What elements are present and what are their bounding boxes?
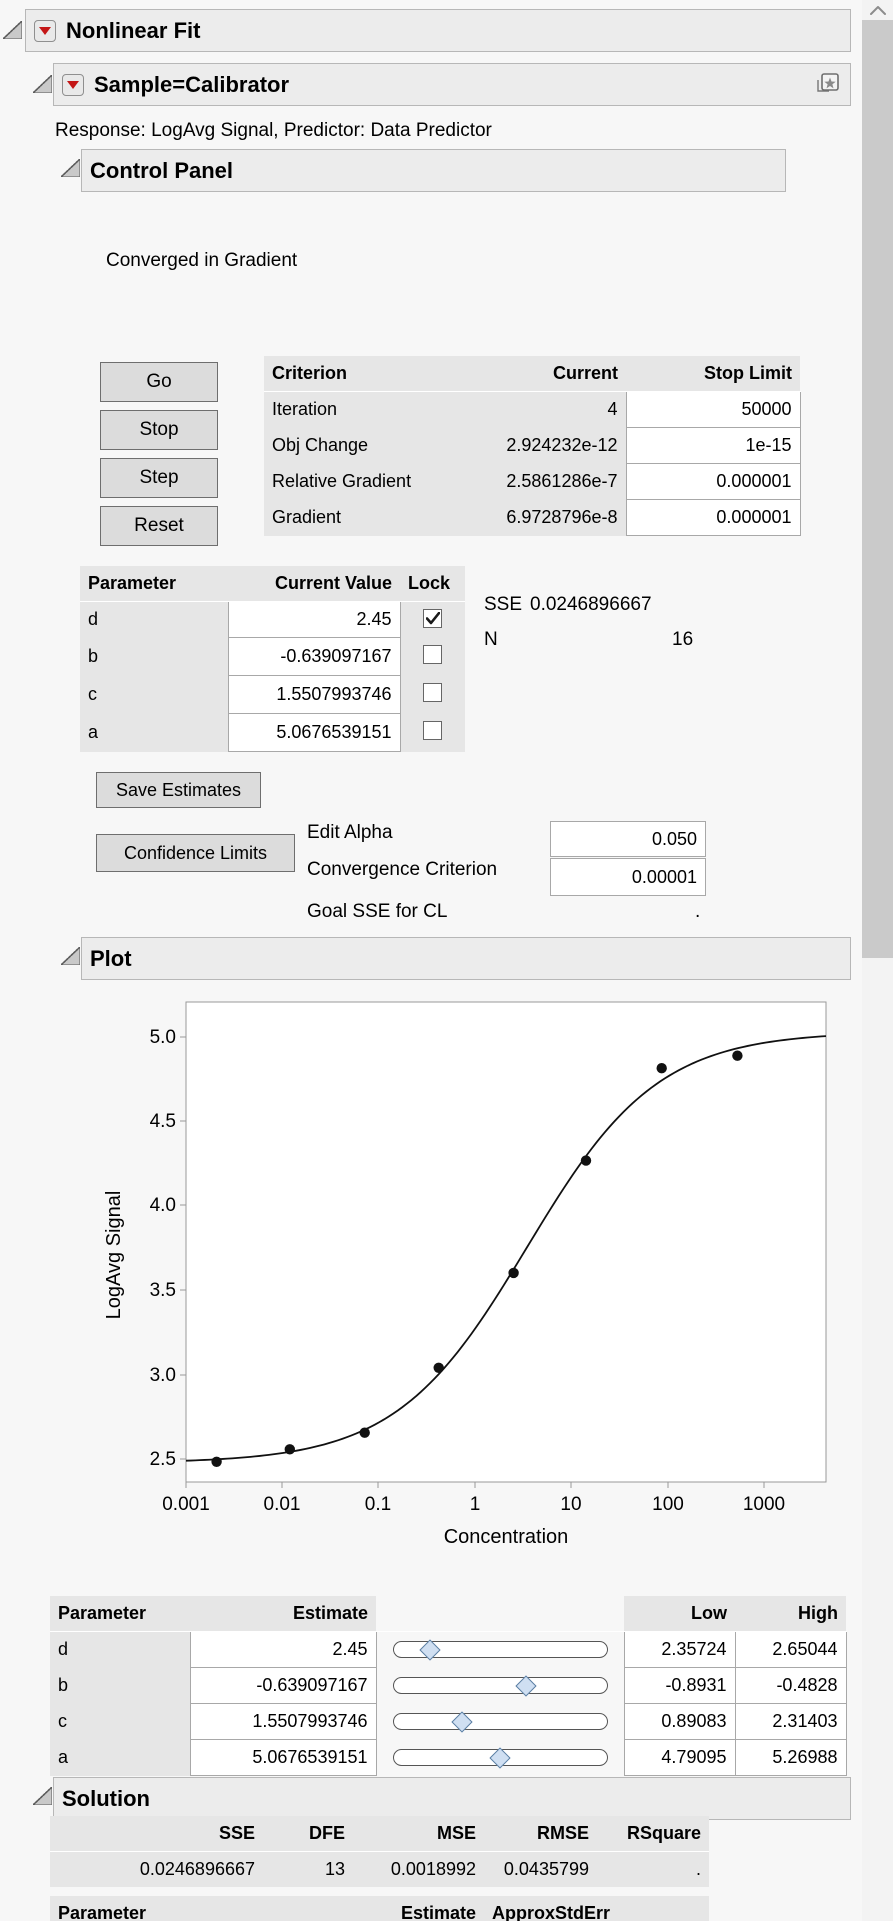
svg-text:4.0: 4.0 xyxy=(150,1195,176,1216)
svg-text:3.5: 3.5 xyxy=(150,1280,176,1301)
svg-text:2.5: 2.5 xyxy=(150,1449,176,1470)
svg-text:0.1: 0.1 xyxy=(365,1494,391,1515)
svg-text:100: 100 xyxy=(652,1494,684,1515)
svg-text:0.01: 0.01 xyxy=(264,1494,301,1515)
svg-text:1000: 1000 xyxy=(743,1494,785,1515)
svg-text:4.5: 4.5 xyxy=(150,1111,176,1132)
svg-text:Concentration: Concentration xyxy=(444,1526,569,1548)
svg-text:5.0: 5.0 xyxy=(150,1027,176,1048)
svg-text:3.0: 3.0 xyxy=(150,1365,176,1386)
svg-text:0.001: 0.001 xyxy=(162,1494,210,1515)
svg-text:10: 10 xyxy=(560,1494,581,1515)
svg-text:1: 1 xyxy=(470,1494,481,1515)
svg-text:LogAvg Signal: LogAvg Signal xyxy=(103,1191,125,1320)
